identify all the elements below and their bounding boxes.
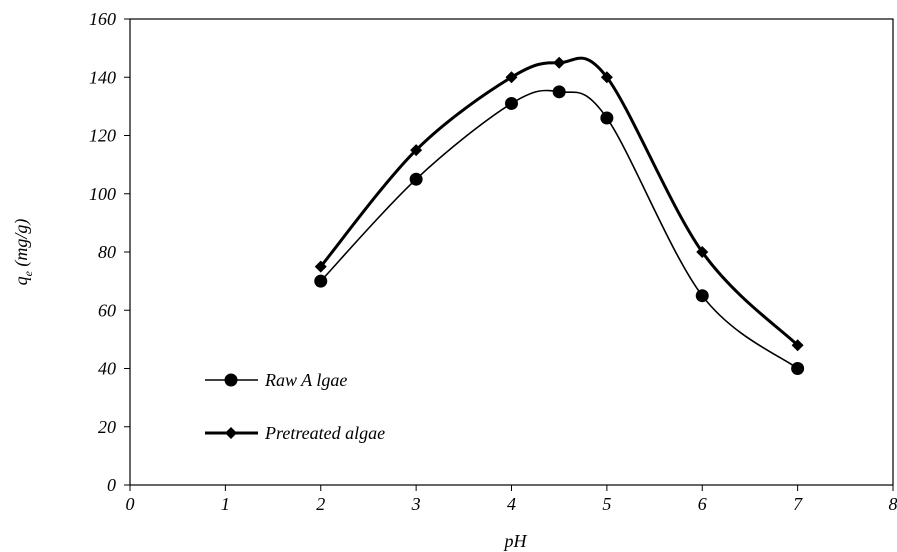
- y-axis-title-subscript: e: [21, 270, 35, 276]
- series-2-point: [791, 339, 804, 352]
- y-axis-title-unit: (mg/g): [11, 219, 32, 272]
- y-tick-label: 40: [98, 359, 116, 379]
- legend-marker-1: [224, 373, 238, 387]
- series-1: [314, 85, 805, 375]
- series-1-line: [320, 89, 799, 370]
- series-1-point: [409, 172, 423, 186]
- y-tick-label: 140: [89, 67, 116, 87]
- series-2-point: [314, 260, 327, 273]
- series-2-point: [410, 144, 423, 157]
- series-2-point: [696, 246, 709, 258]
- legend: Raw A lgae Pretreated algae: [205, 370, 385, 443]
- x-tick-label: 4: [507, 494, 516, 514]
- series-layer: [314, 56, 805, 375]
- y-tick-label: 60: [98, 300, 116, 320]
- y-tick-label: 120: [89, 126, 116, 146]
- x-tick-label: 1: [221, 494, 230, 514]
- series-1-point: [552, 85, 566, 99]
- y-tick-label: 80: [98, 242, 116, 262]
- series-2-point: [505, 71, 518, 84]
- plot-area: [129, 18, 894, 486]
- y-axis-title: qe (mg/g): [11, 219, 35, 286]
- series-2: [314, 56, 804, 352]
- x-tick-label: 6: [698, 494, 707, 514]
- series-1-point: [600, 111, 614, 125]
- series-1-point: [505, 96, 518, 110]
- x-tick-label: 8: [889, 494, 897, 514]
- series-1-point: [314, 274, 328, 288]
- series-1-point: [791, 362, 805, 375]
- x-tick-label: 0: [126, 494, 135, 514]
- x-tick-label: 5: [602, 494, 611, 514]
- legend-marker-2: [225, 427, 237, 439]
- y-tick-label: 0: [107, 475, 116, 495]
- series-2-line: [319, 56, 799, 347]
- series-2-point: [600, 71, 613, 84]
- plot-border: [129, 18, 894, 486]
- y-tick-label: 20: [98, 417, 116, 437]
- y-tick-label: 100: [89, 184, 116, 204]
- y-axis-title-main: q: [11, 276, 31, 285]
- series-1-point: [695, 289, 709, 303]
- y-tick-label: 160: [89, 9, 116, 29]
- legend-label-1: Raw A lgae: [264, 370, 347, 390]
- legend-label-2: Pretreated algae: [264, 423, 385, 443]
- x-tick-label: 2: [316, 494, 325, 514]
- x-axis-title: pH: [503, 531, 528, 551]
- x-tick-label: 3: [411, 494, 421, 514]
- x-tick-label: 7: [793, 494, 803, 514]
- series-2-point: [553, 56, 566, 69]
